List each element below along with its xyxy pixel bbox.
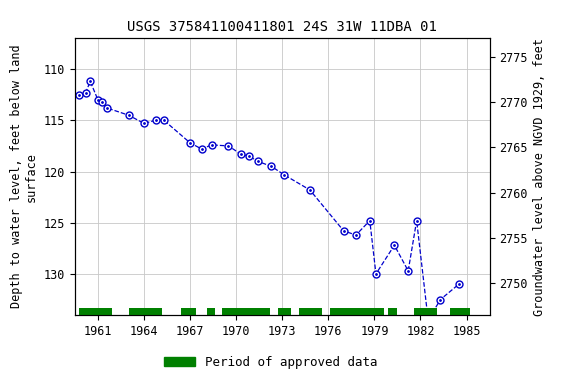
Y-axis label: Groundwater level above NGVD 1929, feet: Groundwater level above NGVD 1929, feet [533,38,547,316]
Bar [450,308,469,315]
Bar [388,308,397,315]
Y-axis label: Depth to water level, feet below land
surface: Depth to water level, feet below land su… [10,45,38,308]
Bar [181,308,196,315]
Bar [414,308,437,315]
Legend: Period of approved data: Period of approved data [159,351,382,374]
Bar [207,308,215,315]
Bar [128,308,162,315]
Title: USGS 375841100411801 24S 31W 11DBA 01: USGS 375841100411801 24S 31W 11DBA 01 [127,20,437,35]
Bar [330,308,384,315]
Bar [299,308,322,315]
Bar [79,308,112,315]
Bar [278,308,291,315]
Bar [222,308,270,315]
